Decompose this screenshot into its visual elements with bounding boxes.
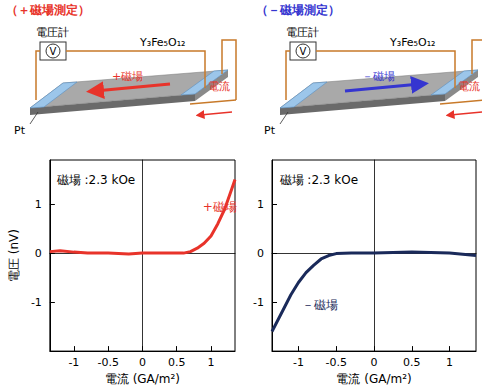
svg-text:磁場 :2.3 kOe: 磁場 :2.3 kOe <box>279 173 359 187</box>
svg-text:（－磁場測定）: （－磁場測定） <box>256 3 340 17</box>
svg-text:Pt: Pt <box>14 124 26 137</box>
svg-text:Y₃Fe₅O₁₂: Y₃Fe₅O₁₂ <box>389 36 436 49</box>
svg-text:1: 1 <box>208 356 215 369</box>
svg-text:（＋磁場測定）: （＋磁場測定） <box>6 3 90 17</box>
svg-text:磁場 :2.3 kOe: 磁場 :2.3 kOe <box>56 173 136 187</box>
svg-text:0: 0 <box>257 247 264 260</box>
svg-text:0: 0 <box>371 356 378 369</box>
svg-text:+磁場: +磁場 <box>112 70 143 83</box>
svg-text:1: 1 <box>446 356 453 369</box>
svg-text:－磁場: －磁場 <box>302 298 338 312</box>
svg-text:1: 1 <box>35 198 42 211</box>
svg-text:-0.5: -0.5 <box>97 356 118 369</box>
svg-text:電圧計: 電圧計 <box>286 26 319 39</box>
svg-text:+磁場: +磁場 <box>203 200 237 214</box>
svg-text:V: V <box>300 46 307 57</box>
svg-text:-1: -1 <box>68 356 79 369</box>
svg-text:-0.5: -0.5 <box>325 356 346 369</box>
svg-text:-1: -1 <box>293 356 304 369</box>
svg-text:電圧計: 電圧計 <box>36 26 69 39</box>
svg-text:1: 1 <box>257 198 264 211</box>
svg-text:Y₃Fe₅O₁₂: Y₃Fe₅O₁₂ <box>139 36 186 49</box>
svg-text:電圧 (nV): 電圧 (nV) <box>7 229 21 282</box>
svg-text:V: V <box>50 46 57 57</box>
svg-text:電流 (GA/m²): 電流 (GA/m²) <box>105 372 180 386</box>
svg-text:－磁場: －磁場 <box>362 70 395 83</box>
svg-text:0: 0 <box>35 247 42 260</box>
svg-text:-1: -1 <box>31 296 42 309</box>
svg-text:電流: 電流 <box>458 80 480 93</box>
svg-text:電流 (GA/m²): 電流 (GA/m²) <box>336 372 411 386</box>
svg-text:Pt: Pt <box>264 124 276 137</box>
svg-text:-1: -1 <box>253 296 264 309</box>
svg-text:0: 0 <box>139 356 146 369</box>
svg-text:電流: 電流 <box>208 80 230 93</box>
svg-text:0.5: 0.5 <box>403 356 421 369</box>
svg-text:0.5: 0.5 <box>168 356 186 369</box>
